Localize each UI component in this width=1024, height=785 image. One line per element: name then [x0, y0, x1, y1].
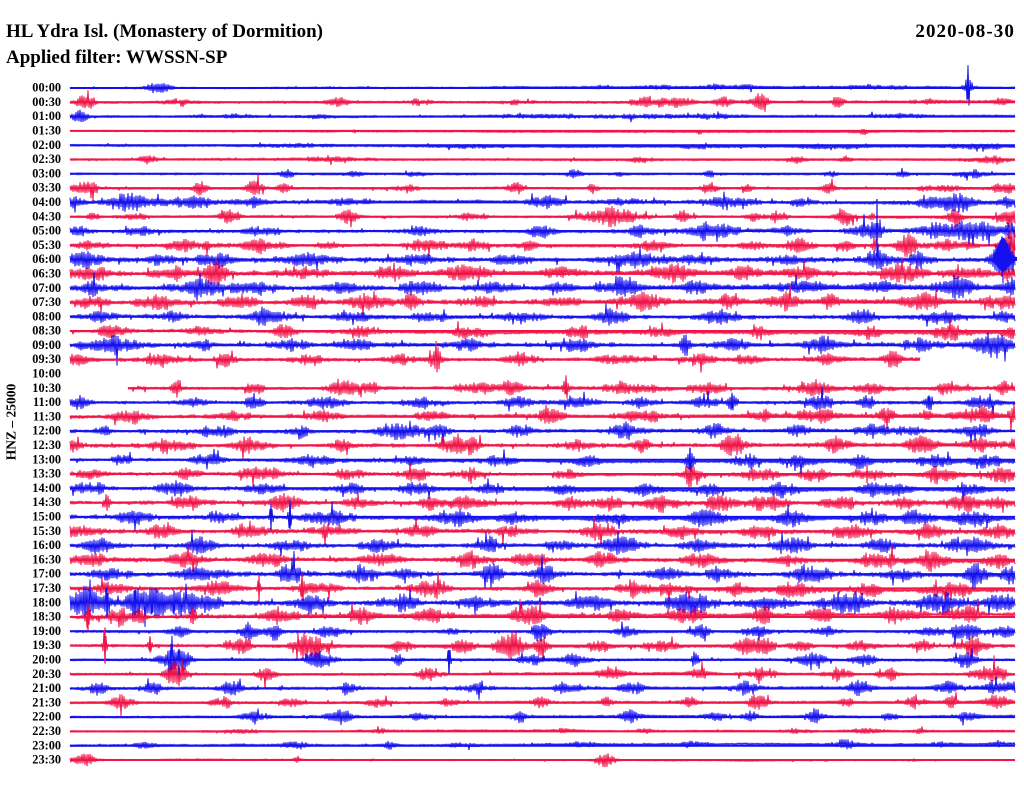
svg-text:00:00: 00:00 [32, 81, 61, 95]
svg-text:23:30: 23:30 [32, 753, 61, 767]
svg-text:21:00: 21:00 [32, 681, 61, 695]
svg-text:02:30: 02:30 [32, 152, 61, 166]
svg-text:18:00: 18:00 [32, 595, 61, 609]
svg-text:20:30: 20:30 [32, 667, 61, 681]
svg-text:05:30: 05:30 [32, 238, 61, 252]
svg-text:19:00: 19:00 [32, 624, 61, 638]
svg-text:10:00: 10:00 [32, 367, 61, 381]
svg-text:03:30: 03:30 [32, 181, 61, 195]
svg-text:13:30: 13:30 [32, 467, 61, 481]
svg-text:19:30: 19:30 [32, 638, 61, 652]
svg-text:01:30: 01:30 [32, 124, 61, 138]
svg-text:15:30: 15:30 [32, 524, 61, 538]
svg-text:15:00: 15:00 [32, 510, 61, 524]
svg-text:06:30: 06:30 [32, 267, 61, 281]
svg-text:05:00: 05:00 [32, 224, 61, 238]
svg-text:08:00: 08:00 [32, 309, 61, 323]
svg-text:17:00: 17:00 [32, 567, 61, 581]
svg-text:20:00: 20:00 [32, 653, 61, 667]
svg-text:Applied filter: WWSSN-SP: Applied filter: WWSSN-SP [6, 47, 228, 68]
svg-text:11:30: 11:30 [33, 409, 61, 423]
svg-text:08:30: 08:30 [32, 324, 61, 338]
svg-text:13:00: 13:00 [32, 452, 61, 466]
svg-text:2020-08-30: 2020-08-30 [915, 21, 1015, 42]
svg-text:21:30: 21:30 [32, 695, 61, 709]
svg-text:12:30: 12:30 [32, 438, 61, 452]
svg-text:04:00: 04:00 [32, 195, 61, 209]
svg-text:07:30: 07:30 [32, 295, 61, 309]
svg-text:02:00: 02:00 [32, 138, 61, 152]
svg-text:11:00: 11:00 [33, 395, 61, 409]
svg-text:03:00: 03:00 [32, 166, 61, 180]
svg-text:09:00: 09:00 [32, 338, 61, 352]
svg-text:23:00: 23:00 [32, 738, 61, 752]
svg-text:14:30: 14:30 [32, 495, 61, 509]
svg-text:14:00: 14:00 [32, 481, 61, 495]
svg-text:16:30: 16:30 [32, 552, 61, 566]
svg-text:HL Ydra Isl. (Monastery of Dor: HL Ydra Isl. (Monastery of Dormition) [6, 21, 323, 42]
svg-text:12:00: 12:00 [32, 424, 61, 438]
svg-text:10:30: 10:30 [32, 381, 61, 395]
svg-text:18:30: 18:30 [32, 610, 61, 624]
svg-text:06:00: 06:00 [32, 252, 61, 266]
svg-text:00:30: 00:30 [32, 95, 61, 109]
svg-text:07:00: 07:00 [32, 281, 61, 295]
svg-text:04:30: 04:30 [32, 209, 61, 223]
svg-text:22:30: 22:30 [32, 724, 61, 738]
svg-text:17:30: 17:30 [32, 581, 61, 595]
svg-text:16:00: 16:00 [32, 538, 61, 552]
svg-text:01:00: 01:00 [32, 109, 61, 123]
svg-text:HNZ – 25000: HNZ – 25000 [4, 384, 19, 461]
svg-text:22:00: 22:00 [32, 710, 61, 724]
svg-text:09:30: 09:30 [32, 352, 61, 366]
